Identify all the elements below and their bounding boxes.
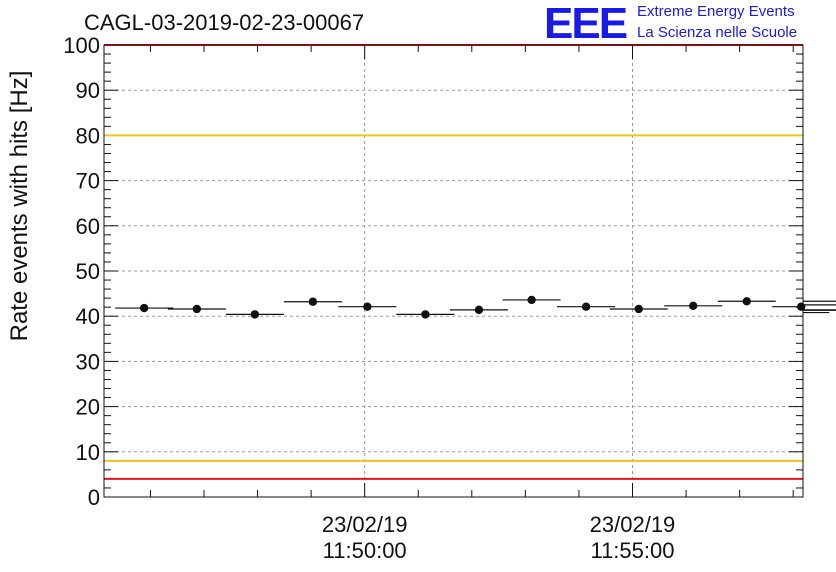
plot-frame [103,44,804,498]
data-point [363,302,372,311]
y-tick-label: 70 [76,169,100,194]
y-tick-label: 30 [76,349,100,374]
eee-logo: EEE [544,0,628,48]
data-point [421,310,430,319]
x-tick-label-time: 11:50:00 [323,538,407,563]
data-point [634,304,643,314]
data-point [308,297,318,306]
y-tick-label: 80 [76,123,100,148]
eee-logo-line2: La Scienza nelle Scuole [637,24,798,41]
eee-logo-line1: Extreme Energy Events [637,3,795,20]
y-axis-label: Rate events with hits [Hz] [6,70,33,342]
y-tick-label: 20 [76,395,100,420]
data-point [742,297,751,306]
data-point [139,303,149,313]
y-tick-label: 60 [76,214,100,239]
x-tick-label-date: 23/02/19 [590,512,676,537]
data-point [581,302,591,311]
y-tick-label: 40 [76,304,100,329]
data-point [474,305,484,315]
data-point [527,295,536,305]
run-title: CAGL-03-2019-02-23-00067 [84,10,365,35]
y-tick-label: 10 [76,440,100,465]
data-point [250,310,260,319]
x-tick-label-date: 23/02/19 [322,512,408,537]
y-tick-label: 50 [76,259,100,284]
y-tick-label: 90 [76,78,100,103]
y-tick-label: 0 [88,485,100,510]
y-tick-label: 100 [63,33,100,58]
data-point [688,301,698,311]
data-point [192,304,202,314]
x-tick-label-time: 11:55:00 [590,538,674,563]
